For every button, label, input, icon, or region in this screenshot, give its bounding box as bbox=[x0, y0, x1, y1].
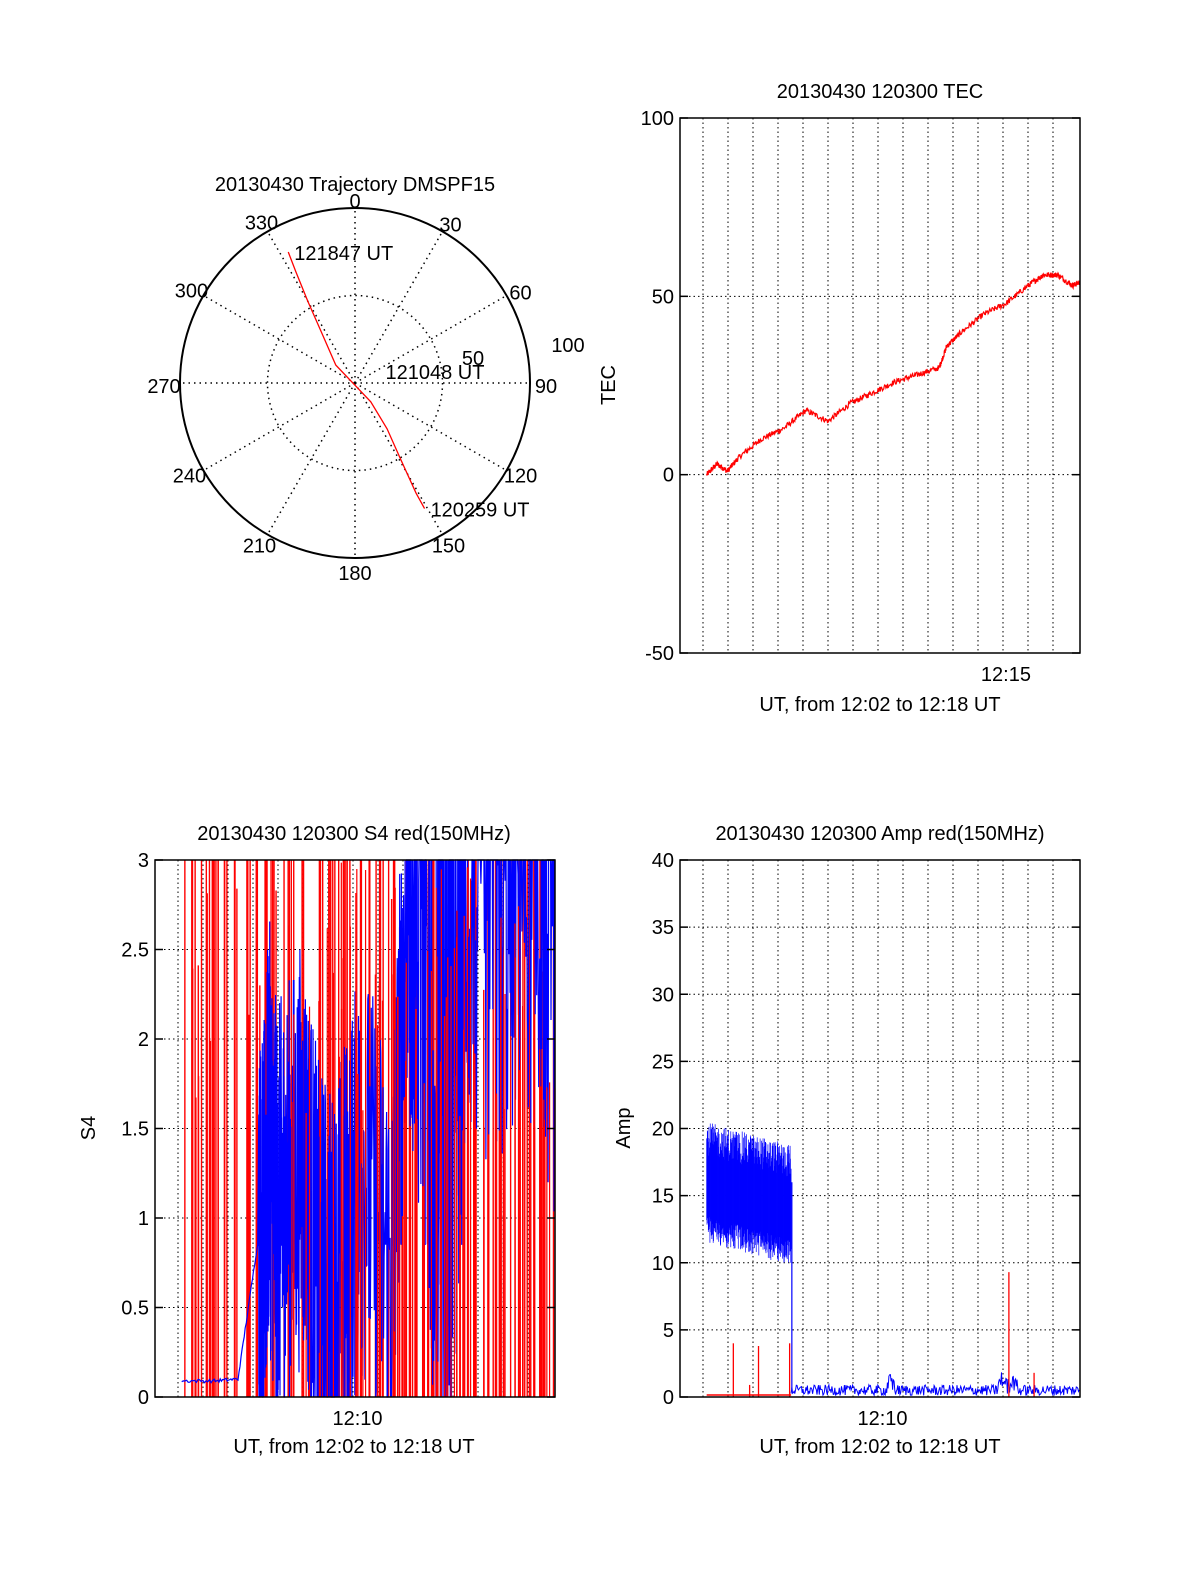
x-ticks: 12:10 bbox=[332, 1408, 382, 1430]
tec-title: 20130430 120300 TEC bbox=[777, 81, 983, 103]
tec-plot-area: -50 0 50 100 12:15 bbox=[641, 108, 1081, 686]
grid-lines bbox=[680, 118, 1080, 653]
x-ticks: 12:10 bbox=[857, 1408, 907, 1430]
trajectory-title: 20130430 Trajectory DMSPF15 bbox=[215, 174, 495, 196]
azimuth-label-210: 210 bbox=[243, 536, 276, 558]
s4-title: 20130430 120300 S4 red(150MHz) bbox=[197, 823, 511, 845]
y-ticks: 0 0.5 1 1.5 2 2.5 3 bbox=[121, 850, 555, 1409]
azimuth-label-120: 120 bbox=[504, 466, 537, 488]
azimuth-label-300: 300 bbox=[175, 281, 208, 303]
trajectory-track bbox=[287, 251, 426, 509]
azimuth-label-0: 0 bbox=[349, 191, 360, 213]
y-tick-label: 0 bbox=[138, 1387, 149, 1409]
y-ticks: -50 0 50 100 bbox=[641, 108, 1080, 665]
x-tick-label: 12:10 bbox=[857, 1408, 907, 1430]
y-tick-label: 100 bbox=[641, 108, 674, 130]
y-ticks: 0 5 10 15 20 25 30 35 40 bbox=[652, 850, 1080, 1409]
trajectory-annotations: 121847 UT 121048 UT 120259 UT bbox=[294, 243, 529, 521]
y-tick-label: 0.5 bbox=[121, 1298, 149, 1320]
s4-red-overlay bbox=[291, 862, 556, 1397]
trajectory-annotation: 121847 UT bbox=[294, 243, 393, 265]
ring-label-100: 100 bbox=[551, 335, 584, 357]
spoke-210 bbox=[266, 382, 356, 535]
y-tick-label: 20 bbox=[652, 1119, 674, 1141]
y-tick-label: 25 bbox=[652, 1051, 674, 1073]
y-tick-label: 15 bbox=[652, 1186, 674, 1208]
amp-blue-band bbox=[706, 1123, 792, 1263]
spoke-240 bbox=[203, 382, 356, 472]
azimuth-label-150: 150 bbox=[432, 536, 465, 558]
amp-plot-area: 0 5 10 15 20 25 30 35 40 12:10 bbox=[652, 850, 1081, 1430]
trajectory-chart: 20130430 Trajectory DMSPF15 0 30 60 90 120 15… bbox=[147, 174, 584, 585]
y-tick-label: 30 bbox=[652, 984, 674, 1006]
amp-blue-noise bbox=[790, 1372, 1080, 1397]
ring-50 bbox=[266, 294, 444, 472]
trajectory-line bbox=[287, 251, 426, 509]
x-tick-label: 12:10 bbox=[332, 1408, 382, 1430]
tec-series-line bbox=[706, 271, 1081, 476]
series-group bbox=[706, 1123, 1080, 1397]
azimuth-label-180: 180 bbox=[338, 563, 371, 585]
s4-xlabel: UT, from 12:02 to 12:18 UT bbox=[233, 1436, 474, 1458]
azimuth-label-90: 90 bbox=[535, 376, 557, 398]
y-tick-label: 50 bbox=[652, 286, 674, 308]
trajectory-grid bbox=[179, 207, 531, 559]
s4-chart: 20130430 120300 S4 red(150MHz) S4 UT, fr… bbox=[78, 823, 556, 1458]
grid-lines bbox=[680, 860, 1080, 1397]
trajectory-azimuth-labels: 0 30 60 90 120 150 180 210 240 270 300 330 50 100 bbox=[147, 191, 584, 585]
x-tick-label: 12:15 bbox=[981, 664, 1031, 686]
amp-title: 20130430 120300 Amp red(150MHz) bbox=[715, 823, 1044, 845]
outer-ring bbox=[179, 207, 531, 559]
y-tick-label: -50 bbox=[645, 643, 674, 665]
s4-ylabel: S4 bbox=[78, 1116, 100, 1140]
y-tick-label: 10 bbox=[652, 1253, 674, 1275]
azimuth-label-330: 330 bbox=[245, 212, 278, 234]
amp-xlabel: UT, from 12:02 to 12:18 UT bbox=[759, 1436, 1000, 1458]
tec-chart: 20130430 120300 TEC TEC UT, from 12:02 t… bbox=[598, 81, 1081, 716]
azimuth-label-270: 270 bbox=[147, 376, 180, 398]
tec-xlabel: UT, from 12:02 to 12:18 UT bbox=[759, 694, 1000, 716]
y-tick-label: 40 bbox=[652, 850, 674, 872]
azimuth-label-30: 30 bbox=[439, 214, 461, 236]
amp-ylabel: Amp bbox=[613, 1107, 635, 1148]
y-tick-label: 35 bbox=[652, 917, 674, 939]
azimuth-label-60: 60 bbox=[509, 283, 531, 305]
series-group bbox=[181, 859, 556, 1398]
y-tick-label: 0 bbox=[663, 465, 674, 487]
y-tick-label: 2 bbox=[138, 1029, 149, 1051]
y-tick-label: 1 bbox=[138, 1208, 149, 1230]
plot-frame bbox=[679, 117, 1081, 654]
series-group bbox=[706, 271, 1081, 476]
azimuth-label-240: 240 bbox=[173, 466, 206, 488]
x-ticks: 12:15 bbox=[981, 664, 1031, 686]
trajectory-annotation: 121048 UT bbox=[386, 362, 485, 384]
y-tick-label: 2.5 bbox=[121, 940, 149, 962]
ring-label-50: 50 bbox=[462, 348, 484, 370]
y-tick-label: 1.5 bbox=[121, 1119, 149, 1141]
tec-ylabel: TEC bbox=[598, 365, 620, 405]
amp-chart: 20130430 120300 Amp red(150MHz) Amp UT, … bbox=[613, 823, 1081, 1458]
y-tick-label: 3 bbox=[138, 850, 149, 872]
spoke-150 bbox=[354, 382, 444, 535]
y-tick-label: 0 bbox=[663, 1387, 674, 1409]
s4-plot-area: 0 0.5 1 1.5 2 2.5 3 12:10 bbox=[121, 850, 556, 1430]
y-tick-label: 5 bbox=[663, 1320, 674, 1342]
spoke-120 bbox=[354, 382, 507, 472]
trajectory-annotation: 120259 UT bbox=[431, 500, 530, 522]
s4-blue-trace bbox=[181, 859, 556, 1398]
